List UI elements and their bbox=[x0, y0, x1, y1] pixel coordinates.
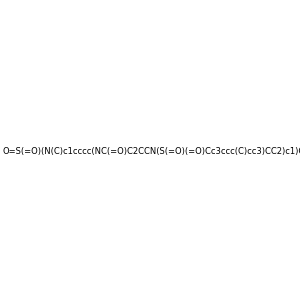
Text: O=S(=O)(N(C)c1cccc(NC(=O)C2CCN(S(=O)(=O)Cc3ccc(C)cc3)CC2)c1)C: O=S(=O)(N(C)c1cccc(NC(=O)C2CCN(S(=O)(=O)… bbox=[3, 147, 300, 156]
